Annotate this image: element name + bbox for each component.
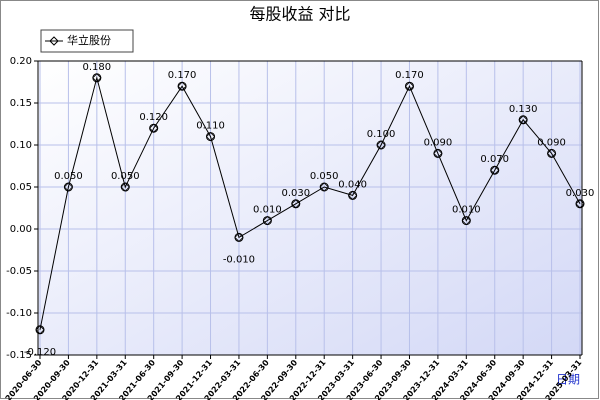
data-label: 0.050: [310, 171, 339, 182]
data-label: 0.100: [367, 129, 396, 140]
marker-diamond: [319, 182, 329, 192]
marker-diamond: [205, 132, 216, 142]
legend-label: 华立股份: [67, 33, 111, 47]
chart-title: 每股收益 对比: [249, 5, 350, 24]
marker-diamond: [348, 190, 358, 200]
data-label: 0.120: [139, 112, 168, 123]
y-tick-label: 0.05: [10, 182, 32, 193]
marker-diamond: [291, 199, 301, 209]
data-label: 0.030: [566, 188, 595, 199]
x-axis-label: 日期: [556, 373, 580, 387]
marker-diamond: [490, 165, 500, 175]
marker-diamond: [234, 232, 244, 242]
data-label: 0.130: [509, 104, 538, 115]
data-label: 0.010: [452, 205, 481, 216]
data-label: 0.030: [281, 188, 310, 199]
y-tick-label: 0.15: [10, 98, 32, 109]
data-label: 0.110: [196, 121, 225, 132]
data-label: 0.070: [480, 154, 509, 165]
data-label: 0.170: [168, 70, 197, 81]
marker-diamond: [433, 148, 443, 158]
data-label: 0.170: [395, 70, 424, 81]
y-tick-label: -0.15: [6, 350, 32, 361]
y-tick-label: -0.10: [6, 308, 32, 319]
marker-diamond: [149, 123, 159, 133]
plot-area: [38, 61, 582, 355]
data-label: 0.050: [111, 171, 140, 182]
data-label: 0.180: [83, 62, 112, 73]
marker-diamond: [547, 148, 557, 158]
marker-diamond: [63, 182, 73, 192]
marker-diamond: [376, 140, 386, 150]
y-tick-label: 0.20: [10, 56, 32, 67]
marker-diamond: [177, 81, 187, 91]
legend-box: [40, 29, 134, 53]
y-tick-label: -0.05: [6, 266, 32, 277]
data-label: -0.120: [24, 347, 56, 358]
marker-diamond: [262, 216, 272, 226]
y-tick-label: 0.00: [10, 224, 32, 235]
data-label: 0.050: [54, 171, 83, 182]
line: [39, 75, 581, 330]
marker-diamond: [120, 182, 130, 192]
data-label: 0.090: [424, 137, 453, 148]
data-label: 0.040: [338, 179, 367, 190]
marker-diamond: [518, 115, 528, 125]
marker-diamond: [404, 81, 415, 91]
y-tick-label: 0.10: [10, 140, 32, 151]
marker-diamond: [575, 199, 585, 209]
data-label: -0.010: [223, 254, 255, 265]
legend-marker: [49, 36, 59, 46]
marker-diamond: [92, 73, 102, 83]
marker-diamond: [35, 325, 45, 335]
marker-diamond: [461, 216, 471, 226]
data-label: 0.090: [537, 137, 566, 148]
data-label: 0.010: [253, 205, 282, 216]
